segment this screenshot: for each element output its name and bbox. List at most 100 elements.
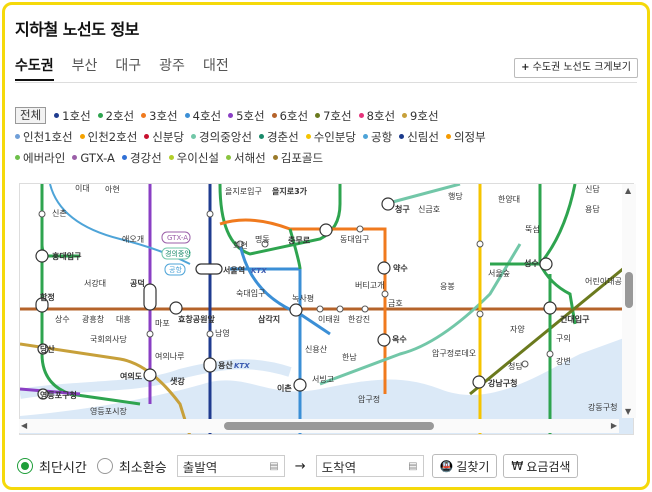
scroll-thumb[interactable] xyxy=(625,272,633,308)
station-marker[interactable] xyxy=(203,357,217,373)
station-marker[interactable] xyxy=(381,197,395,211)
scroll-up-icon[interactable]: ▲ xyxy=(625,186,632,195)
station-dot[interactable] xyxy=(316,305,324,313)
tab-daejeon[interactable]: 대전 xyxy=(202,58,229,74)
station-marker[interactable] xyxy=(143,283,157,311)
line-chip[interactable]: 5호선 xyxy=(228,108,265,124)
route-search-button[interactable]: 🚇 길찾기 xyxy=(431,454,498,478)
line-chip[interactable]: 1호선 xyxy=(54,108,91,124)
line-chip[interactable]: 6호선 xyxy=(271,108,308,124)
station-marker[interactable] xyxy=(37,388,49,400)
line-chip[interactable]: 인천1호선 xyxy=(15,129,73,145)
station-dot[interactable] xyxy=(206,210,214,218)
line-chip[interactable]: 9호선 xyxy=(402,108,439,124)
station-marker[interactable] xyxy=(472,375,486,389)
station-marker[interactable] xyxy=(289,303,303,317)
departure-input[interactable]: 출발역 ▤ xyxy=(176,455,285,477)
station-marker[interactable] xyxy=(539,257,553,271)
list-icon[interactable]: ▤ xyxy=(408,460,418,472)
arrival-input[interactable]: 도착역 ▤ xyxy=(315,455,424,477)
line-chip[interactable]: 3호선 xyxy=(141,108,178,124)
station-label: 이촌 xyxy=(277,383,292,393)
line-chip[interactable]: 경강선 xyxy=(121,150,162,166)
station-dot[interactable] xyxy=(381,290,389,298)
station-marker[interactable] xyxy=(35,249,49,263)
ktx-badge: KTX xyxy=(251,267,267,275)
line-chip[interactable]: 김포골드 xyxy=(272,150,323,166)
station-label: 용산 xyxy=(218,360,233,370)
scroll-left-icon[interactable]: ◀ xyxy=(21,421,28,430)
line-chip[interactable]: 4호선 xyxy=(184,108,221,124)
station-dot[interactable] xyxy=(206,330,214,338)
tab-capital[interactable]: 수도권 xyxy=(15,55,54,81)
line-chip[interactable]: 경춘선 xyxy=(258,129,299,145)
fare-search-button[interactable]: ₩ 요금검색 xyxy=(503,454,579,478)
line-chip[interactable]: 7호선 xyxy=(315,108,352,124)
line-chip[interactable]: 신분당 xyxy=(144,129,184,145)
line-2-path xyxy=(218,184,342,256)
station-dot[interactable] xyxy=(336,305,344,313)
departure-placeholder: 출발역 xyxy=(182,459,218,475)
station-dot[interactable] xyxy=(361,305,369,313)
station-label: 숙대입구 xyxy=(236,289,265,298)
tab-busan[interactable]: 부산 xyxy=(71,58,98,74)
line-chip[interactable]: 공항 xyxy=(363,129,392,145)
map-vertical-scrollbar[interactable]: ▲ ▼ xyxy=(622,184,636,418)
station-dot[interactable] xyxy=(476,310,484,318)
station-label: 을지로3가 xyxy=(272,186,308,196)
line-chip[interactable]: 서해선 xyxy=(226,150,266,166)
line-row: 전체 1호선 2호선 3호선 4호선 5호선 6호선 7호선 8호선 9호선 xyxy=(15,105,635,126)
line-chip[interactable]: 경의중앙선 xyxy=(191,129,252,145)
station-marker[interactable] xyxy=(35,297,49,313)
subway-map[interactable]: 이대 신촌 홍대입구 서강대 공덕 합정 상수 광흥창 대흥 당산 국회의사당 … xyxy=(19,183,634,435)
scroll-down-icon[interactable]: ▼ xyxy=(625,407,632,416)
station-dot[interactable] xyxy=(476,240,484,248)
scroll-thumb[interactable] xyxy=(224,422,434,430)
line-row: 인천1호선 인천2호선 신분당 경의중앙선 경춘선 수인분당 공항 신림선 의정부 xyxy=(15,126,635,147)
all-lines-button[interactable]: 전체 xyxy=(15,107,47,124)
station-dot[interactable] xyxy=(521,360,529,368)
shortest-time-radio[interactable] xyxy=(17,458,33,474)
line-color-dot-icon xyxy=(258,134,264,139)
station-marker[interactable] xyxy=(377,261,391,275)
station-marker[interactable] xyxy=(195,263,223,275)
station-label: 영등포시장 xyxy=(90,406,127,416)
station-marker[interactable] xyxy=(169,301,183,315)
station-marker[interactable] xyxy=(37,343,49,355)
line-chip[interactable]: GTX-A xyxy=(72,151,115,165)
line-chip[interactable]: 의정부 xyxy=(445,129,486,145)
big-map-button[interactable]: + 수도권 노선도 크게보기 xyxy=(514,58,638,78)
line-chip[interactable]: 인천2호선 xyxy=(79,129,137,145)
map-horizontal-scrollbar[interactable]: ◀ ▶ xyxy=(19,419,619,433)
tab-gwangju[interactable]: 광주 xyxy=(159,58,185,74)
station-dot[interactable] xyxy=(146,330,154,338)
line-chip[interactable]: 2호선 xyxy=(97,108,134,124)
line-chip[interactable]: 에버라인 xyxy=(15,150,65,166)
station-dot[interactable] xyxy=(236,240,244,248)
line-chip[interactable]: 우이신설 xyxy=(168,150,219,166)
station-dot[interactable] xyxy=(546,350,554,358)
line-chip[interactable]: 8호선 xyxy=(358,108,395,124)
station-marker[interactable] xyxy=(543,301,557,315)
line-chip[interactable]: 신림선 xyxy=(399,129,439,145)
station-marker[interactable] xyxy=(319,223,333,237)
station-marker[interactable] xyxy=(377,333,391,347)
station-dot[interactable] xyxy=(38,210,46,218)
station-label: 강변 xyxy=(556,356,571,366)
line-color-dot-icon xyxy=(54,113,60,118)
station-label: 여의도 xyxy=(120,371,143,381)
station-label: 서강대 xyxy=(84,278,106,288)
station-label: 신답 xyxy=(585,184,600,194)
line-chip[interactable]: 수인분당 xyxy=(305,129,356,145)
station-marker[interactable] xyxy=(143,368,157,382)
scroll-right-icon[interactable]: ▶ xyxy=(610,421,617,430)
tab-daegu[interactable]: 대구 xyxy=(115,58,142,74)
ktx-badge: KTX xyxy=(234,362,250,370)
station-marker[interactable] xyxy=(293,378,307,392)
station-dot[interactable] xyxy=(356,225,364,233)
station-dot[interactable] xyxy=(261,240,269,248)
line-5-path xyxy=(20,387,81,396)
list-icon[interactable]: ▤ xyxy=(269,460,279,472)
min-transfer-radio[interactable] xyxy=(96,458,113,474)
line-chip-label: 의정부 xyxy=(453,129,486,144)
